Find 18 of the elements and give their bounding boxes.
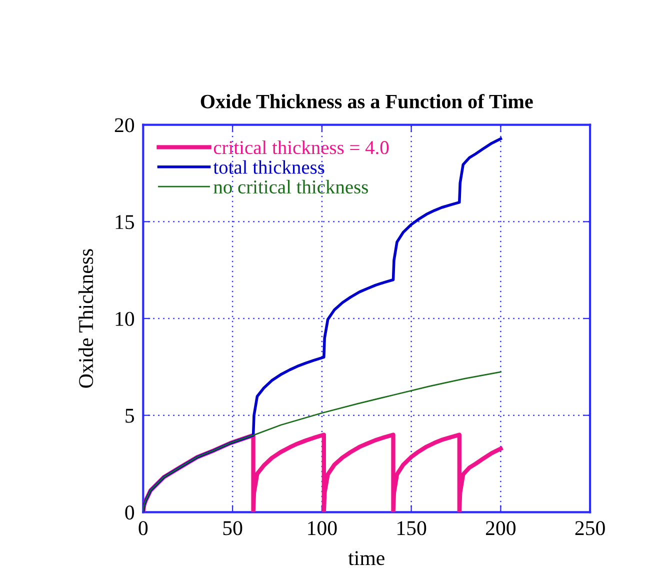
- y-tick-label: 15: [116, 215, 134, 230]
- x-tick-label: 50: [223, 521, 242, 536]
- x-tick-label: 100: [308, 521, 337, 536]
- y-axis-title: Oxide Thickness: [78, 249, 94, 388]
- line-series: [143, 371, 502, 512]
- y-tick-label: 20: [114, 118, 134, 132]
- legend-label: no critical thickness: [214, 180, 368, 194]
- x-axis-title: time: [348, 551, 384, 566]
- legend-label: total thickness: [213, 160, 324, 174]
- x-tick-label: 0: [138, 521, 148, 536]
- x-tick-label: 150: [398, 521, 426, 536]
- x-tick-label: 200: [486, 521, 516, 536]
- y-tick-label: 10: [116, 312, 134, 326]
- y-tick-label: 5: [126, 408, 134, 423]
- chart-title: Oxide Thickness as a Function of Time: [200, 94, 533, 108]
- legend-label: critical thickness = 4.0: [214, 140, 389, 154]
- x-tick-label: 250: [575, 521, 605, 536]
- y-tick-label: 0: [125, 506, 134, 520]
